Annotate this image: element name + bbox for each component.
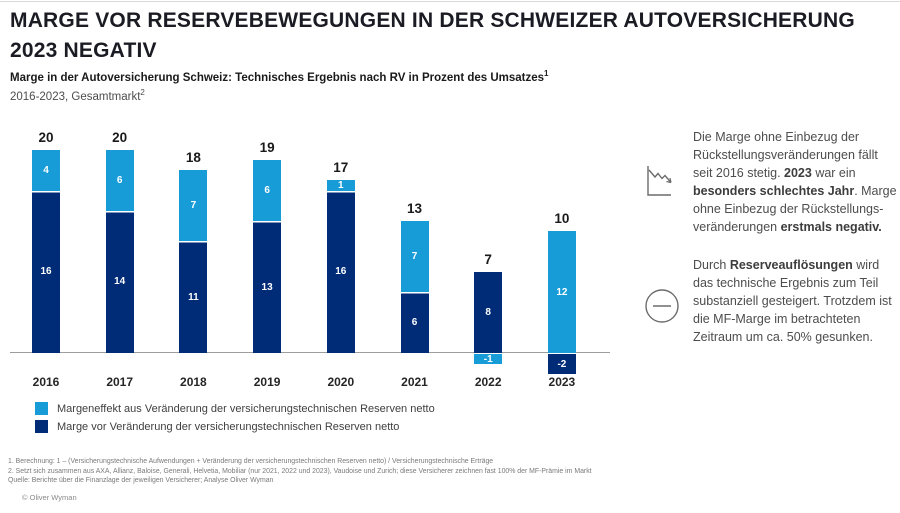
chart-subtitle-text: Marge in der Autoversicherung Schweiz: T… [10, 71, 545, 84]
bar-segment-2018: 7 [179, 170, 208, 242]
x-axis-tick-label: 2023 [548, 375, 576, 389]
bar-segment-2023: -2 [547, 354, 576, 375]
x-axis-tick-label: 2022 [474, 375, 502, 389]
bar-total-label: 19 [259, 140, 275, 156]
legend-label: Marge vor Veränderung der versicherungst… [57, 420, 400, 433]
bar-segment-2020: 16 [326, 190, 355, 353]
bar-value-label: 16 [40, 266, 52, 278]
bar-segment-2019: 6 [253, 160, 282, 222]
legend-swatch-lightblue [35, 402, 48, 415]
x-axis-tick-label: 2016 [32, 375, 60, 389]
bar-segment-2021: 6 [400, 292, 429, 353]
minus-circle-icon [642, 286, 682, 331]
legend-label: Margeneffekt aus Veränderung der versich… [57, 402, 435, 415]
footnote-1: 1. Berechnung: 1 – (Versicherungstechnis… [8, 458, 494, 465]
bar-segment-2016: 4 [32, 150, 60, 191]
x-axis-line [10, 352, 610, 353]
x-axis-tick-label: 2018 [180, 375, 207, 389]
bar-value-label: 7 [190, 200, 197, 212]
bar-value-label: 6 [116, 174, 123, 186]
bar-segment-2022: -1 [474, 353, 503, 365]
bar-value-label: 6 [411, 317, 418, 329]
bar-value-label: 1 [338, 180, 344, 192]
bar-chart: 16 4 20 2016 14 6 20 2017 11 7 18 2018 13 6 19 2019 16 1 1… [10, 125, 622, 393]
bar-total-label: 7 [484, 251, 492, 267]
bar-value-label: 11 [188, 291, 199, 303]
legend-item-reserve-effect: Margeneffekt aus Veränderung der versich… [35, 402, 435, 415]
bar-total-label: 20 [112, 130, 128, 145]
bar-value-label: 13 [261, 281, 273, 293]
legend-swatch-darkblue [35, 420, 48, 433]
x-axis-tick-label: 2020 [327, 375, 355, 389]
bar-segment-2018: 11 [179, 241, 208, 353]
chart-legend: Margeneffekt aus Veränderung der versich… [35, 402, 435, 438]
chart-subtitle-line2: 2016-2023, Gesamtmarkt2 [10, 88, 549, 103]
bar-segment-2021: 7 [400, 221, 429, 293]
bar-segment-2019: 13 [253, 221, 282, 353]
bar-value-label: 12 [556, 286, 568, 298]
bar-total-label: 10 [554, 211, 570, 227]
bar-value-label: -1 [483, 353, 493, 365]
x-axis-tick-label: 2019 [253, 375, 281, 389]
page-title: MARGE VOR RESERVEBEWEGUNGEN IN DER SCHWE… [10, 9, 855, 63]
chart-scope-text: 2016-2023, Gesamtmarkt [10, 90, 141, 103]
bar-segment-2022: 8 [474, 271, 503, 353]
bar-total-label: 13 [406, 201, 423, 217]
bar-value-label: 6 [264, 185, 270, 197]
bar-total-label: 18 [185, 150, 201, 166]
footnotes: 1. Berechnung: 1 – (Versicherungstechnis… [8, 457, 592, 486]
bar-segment-2023: 12 [547, 231, 576, 353]
footnote-2: 2. Setzt sich zusammen aus AXA, Allianz,… [8, 467, 592, 475]
footnote-ref-1: 1 [544, 69, 549, 78]
bar-total-label: 17 [333, 160, 349, 176]
bar-segment-2016: 16 [32, 190, 60, 353]
bar-value-label: -2 [557, 358, 567, 370]
bar-segment-2017: 6 [105, 150, 134, 211]
source-note: Quelle: Berichte über die Finanzlage der… [8, 477, 274, 485]
x-axis-tick-label: 2021 [401, 375, 428, 389]
chart-subtitle: Marge in der Autoversicherung Schweiz: T… [10, 69, 549, 103]
insight-text-margin-trend: Die Marge ohne Einbezug der Rückstellung… [693, 130, 897, 234]
legend-item-margin-before: Marge vor Veränderung der versicherungst… [35, 420, 435, 433]
footnote-ref-2: 2 [140, 87, 145, 97]
bar-value-label: 4 [43, 164, 49, 176]
bar-total-label: 20 [38, 130, 54, 145]
bar-segment-2020: 1 [326, 180, 355, 192]
bar-segment-2017: 14 [105, 210, 134, 353]
bar-value-label: 16 [335, 266, 347, 278]
copyright-footer: © Oliver Wyman [22, 493, 77, 502]
insight-text-reserve-releases: Durch Reserveauflösungen wird das techni… [693, 258, 892, 344]
trend-down-icon [644, 162, 680, 205]
x-axis-tick-label: 2017 [106, 375, 134, 389]
bar-value-label: 14 [114, 276, 126, 288]
chart-subtitle-line1: Marge in der Autoversicherung Schweiz: T… [10, 69, 549, 84]
bar-value-label: 7 [411, 251, 418, 263]
bar-value-label: 8 [485, 306, 491, 318]
